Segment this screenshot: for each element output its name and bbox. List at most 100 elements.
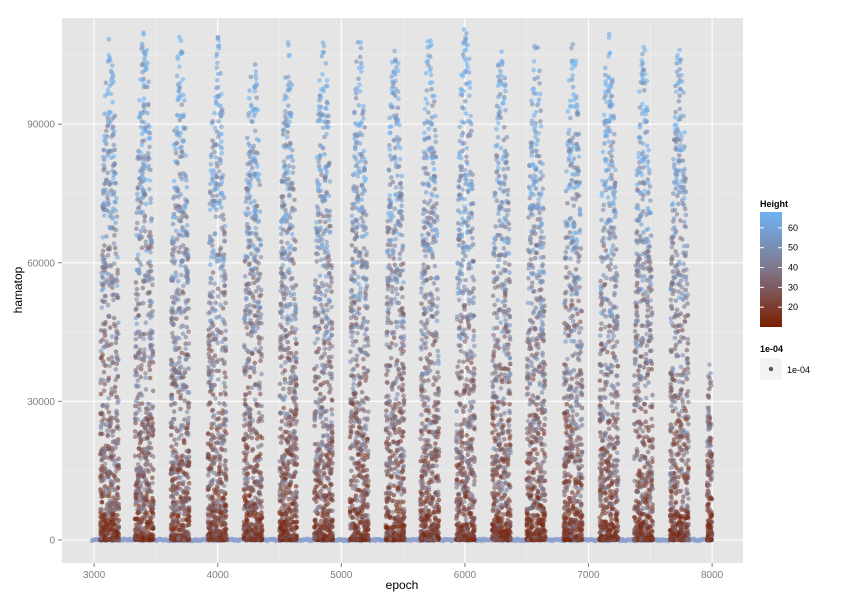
data-point xyxy=(112,438,118,444)
data-point xyxy=(207,332,212,338)
data-point xyxy=(217,111,222,117)
data-point xyxy=(133,522,139,528)
data-point xyxy=(254,431,260,437)
data-point xyxy=(177,64,182,69)
data-point xyxy=(221,380,227,386)
data-point xyxy=(215,357,221,363)
data-point xyxy=(142,331,147,337)
data-point xyxy=(169,444,174,450)
data-point xyxy=(133,516,138,522)
data-point xyxy=(280,262,286,268)
data-point xyxy=(105,88,111,93)
data-point xyxy=(329,263,334,268)
data-point xyxy=(150,360,156,365)
data-point xyxy=(252,204,257,210)
data-point xyxy=(210,193,216,199)
data-point xyxy=(176,535,181,541)
data-point xyxy=(207,389,213,394)
data-point xyxy=(175,287,181,292)
data-point xyxy=(186,329,191,334)
data-point xyxy=(328,534,333,539)
data-point xyxy=(115,271,120,276)
data-point xyxy=(175,278,181,284)
data-point xyxy=(181,114,186,120)
data-point xyxy=(171,214,177,219)
data-point xyxy=(185,430,191,436)
data-point xyxy=(141,82,147,87)
data-point xyxy=(288,302,293,308)
data-point xyxy=(316,472,321,477)
data-point xyxy=(208,384,214,390)
data-point xyxy=(106,112,111,117)
data-point xyxy=(215,35,221,41)
data-point xyxy=(313,466,319,472)
data-point xyxy=(185,352,191,358)
data-point xyxy=(324,315,330,321)
data-point xyxy=(312,423,317,429)
data-point xyxy=(214,427,220,433)
data-point xyxy=(319,443,324,448)
data-point xyxy=(256,334,261,340)
data-point xyxy=(284,533,289,538)
data-point xyxy=(280,132,286,137)
data-point xyxy=(314,329,320,335)
data-point xyxy=(147,462,153,468)
data-point xyxy=(135,365,141,370)
data-point xyxy=(145,401,151,406)
data-point xyxy=(279,310,284,315)
data-point xyxy=(330,508,335,514)
data-point xyxy=(116,320,121,326)
data-point xyxy=(98,532,104,538)
data-point xyxy=(312,295,318,301)
data-point xyxy=(257,305,262,310)
data-point xyxy=(313,517,318,523)
data-point xyxy=(207,368,213,373)
data-point xyxy=(111,297,116,303)
data-point xyxy=(244,325,250,330)
data-point xyxy=(147,229,153,235)
data-point xyxy=(318,454,323,460)
data-point xyxy=(217,461,223,467)
data-point xyxy=(175,161,180,166)
data-point xyxy=(279,239,284,245)
data-point xyxy=(243,531,249,536)
data-point xyxy=(180,469,186,475)
data-point xyxy=(134,256,140,262)
data-point xyxy=(257,451,263,457)
data-point xyxy=(293,238,298,244)
data-point xyxy=(150,421,155,426)
data-point xyxy=(176,89,182,94)
data-point xyxy=(287,390,292,396)
data-point xyxy=(212,497,218,503)
data-point xyxy=(133,280,139,285)
data-point xyxy=(329,280,334,285)
data-point xyxy=(100,252,105,258)
data-point xyxy=(329,322,335,327)
data-point xyxy=(257,182,263,188)
data-point xyxy=(145,150,151,156)
data-point xyxy=(293,326,299,332)
data-point xyxy=(171,239,177,245)
data-point xyxy=(213,214,219,220)
data-point xyxy=(114,283,120,288)
data-point xyxy=(176,95,181,100)
data-point xyxy=(208,480,213,485)
data-point xyxy=(177,475,183,480)
data-point xyxy=(212,281,217,287)
data-point xyxy=(223,300,228,306)
data-point xyxy=(214,65,220,70)
data-point xyxy=(150,495,155,501)
data-point xyxy=(328,496,333,502)
data-point xyxy=(216,368,222,374)
data-point xyxy=(111,129,117,134)
data-point xyxy=(284,429,289,435)
data-point xyxy=(316,346,322,352)
data-point xyxy=(242,392,248,397)
data-point xyxy=(253,511,258,516)
data-point xyxy=(255,300,261,306)
data-point xyxy=(215,377,221,382)
data-point xyxy=(150,342,155,348)
data-point xyxy=(293,359,299,365)
data-point xyxy=(315,187,321,192)
data-point xyxy=(99,499,105,505)
